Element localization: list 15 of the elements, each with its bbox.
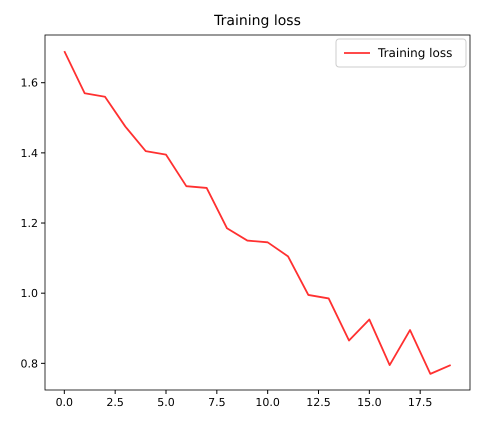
x-tick-label: 15.0 — [357, 396, 382, 409]
chart-title: Training loss — [213, 13, 301, 29]
legend-label: Training loss — [377, 46, 452, 60]
x-tick-label: 2.5 — [106, 396, 124, 409]
x-tick-label: 10.0 — [255, 396, 280, 409]
y-tick-label: 1.4 — [20, 146, 38, 160]
x-tick-label: 17.5 — [408, 396, 432, 409]
y-tick-label: 1.0 — [20, 287, 38, 300]
x-tick-label: 7.5 — [208, 396, 226, 409]
y-tick-label: 1.6 — [20, 76, 38, 90]
x-tick-label: 5.0 — [157, 396, 175, 409]
y-tick-label: 0.8 — [20, 357, 38, 370]
x-tick-label: 0.0 — [56, 396, 74, 409]
y-tick-label: 1.2 — [20, 217, 38, 230]
x-tick-label: 12.5 — [306, 396, 331, 409]
